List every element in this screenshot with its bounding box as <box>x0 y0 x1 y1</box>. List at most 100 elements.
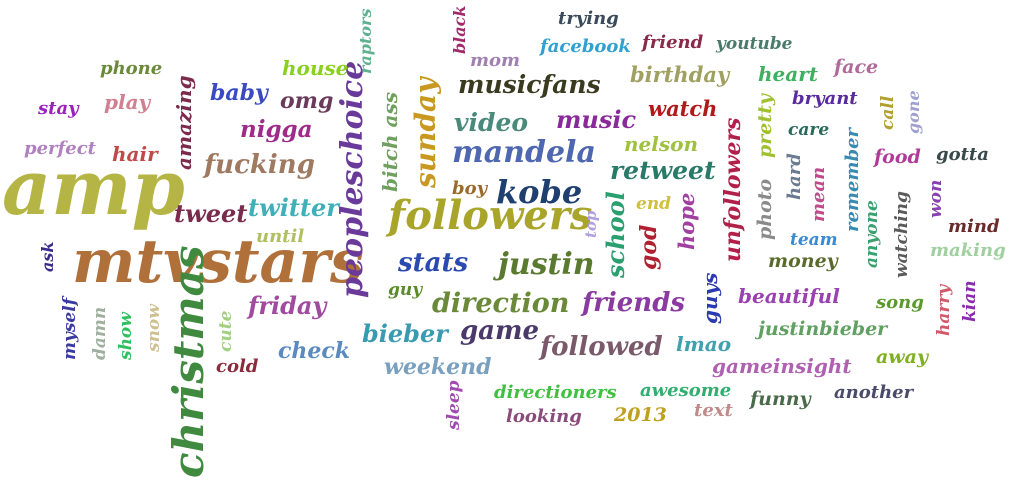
word-mandela: mandela <box>452 135 596 170</box>
word-music: music <box>556 105 637 134</box>
word-omg: omg <box>280 88 334 114</box>
word-hope: hope <box>674 192 699 250</box>
word-unfollowers: unfollowers <box>720 117 746 262</box>
word-until: until <box>256 226 305 247</box>
word-musicfans: musicfans <box>458 70 601 99</box>
word-bitch-ass: bitch ass <box>378 92 402 192</box>
word-birthday: birthday <box>630 62 730 87</box>
word-twitter: twitter <box>248 193 339 222</box>
word-sunday: sunday <box>409 77 442 188</box>
word-kobe: kobe <box>496 173 583 211</box>
word-kian: kian <box>960 280 980 322</box>
word-raptors: raptors <box>356 8 375 74</box>
word-tweet: tweet <box>174 199 248 228</box>
word-retweet: retweet <box>610 156 716 185</box>
word-facebook: facebook <box>540 36 631 57</box>
word-stay: stay <box>38 98 79 119</box>
word-cold: cold <box>216 356 259 377</box>
word-care: care <box>788 120 830 140</box>
word-snow: snow <box>144 304 164 352</box>
word-mtvstars: mtvstars <box>72 227 364 297</box>
word-myself: myself <box>60 297 80 360</box>
word-food: food <box>874 146 921 168</box>
word-mean: mean <box>808 166 829 222</box>
word-followed: followed <box>540 332 663 362</box>
word-followers: followers <box>388 192 593 239</box>
word-call: call <box>878 95 898 130</box>
word-bryant: bryant <box>792 88 858 109</box>
word-stats: stats <box>398 248 469 278</box>
word-pretty: pretty <box>754 94 776 158</box>
word-school: school <box>601 191 630 278</box>
word-boy: boy <box>452 178 488 199</box>
word-trying: trying <box>558 8 619 29</box>
word-amazing: amazing <box>172 75 196 170</box>
word-gameinsight: gameinsight <box>712 354 852 378</box>
word-end: end <box>636 194 672 214</box>
word-check: check <box>278 338 351 364</box>
word-2013: 2013 <box>614 404 667 426</box>
word-friends: friends <box>582 288 686 318</box>
word-weekend: weekend <box>384 354 492 380</box>
word-won: won <box>926 179 946 218</box>
word-video: video <box>454 108 529 137</box>
word-nigga: nigga <box>240 116 313 143</box>
word-gotta: gotta <box>936 144 989 165</box>
word-amp: amp <box>2 143 185 232</box>
word-phone: phone <box>100 58 163 79</box>
word-money: money <box>768 250 838 272</box>
word-harry: harry <box>934 284 954 336</box>
word-sleep: sleep <box>444 380 464 430</box>
word-team: team <box>790 230 838 250</box>
word-anyone: anyone <box>862 200 882 268</box>
word-play: play <box>104 90 151 114</box>
word-gone: gone <box>904 90 923 134</box>
word-justinbieber: justinbieber <box>758 318 888 340</box>
word-perfect: perfect <box>24 138 96 159</box>
word-house: house <box>282 56 349 80</box>
word-watching: watching <box>892 191 912 278</box>
word-peopleschoice: peopleschoice <box>335 60 370 298</box>
word-justin: justin <box>498 247 595 282</box>
word-remember: remember <box>842 127 863 232</box>
word-looking: looking <box>506 406 582 427</box>
word-black: black <box>450 5 469 54</box>
word-hard: hard <box>784 153 805 200</box>
word-god: god <box>636 224 662 270</box>
word-nelson: nelson <box>624 132 699 156</box>
word-making: making <box>930 240 1006 261</box>
word-mind: mind <box>948 216 1000 237</box>
word-cute: cute <box>216 310 236 352</box>
word-friend: friend <box>642 32 704 53</box>
word-friday: friday <box>248 291 327 320</box>
word-watch: watch <box>648 96 718 121</box>
word-directioners: directioners <box>494 382 617 403</box>
word-fucking: fucking <box>204 150 315 180</box>
word-direction: direction <box>432 288 570 319</box>
word-heart: heart <box>758 62 818 86</box>
word-game: game <box>460 316 540 346</box>
word-away: away <box>876 346 929 368</box>
word-another: another <box>834 382 914 403</box>
word-photo: photo <box>754 178 776 240</box>
word-damn: damn <box>90 306 110 360</box>
word-show: show <box>116 312 136 360</box>
word-bieber: bieber <box>362 319 448 348</box>
word-ask: ask <box>38 241 57 272</box>
word-baby: baby <box>210 80 268 106</box>
word-guys: guys <box>698 272 722 324</box>
word-funny: funny <box>750 388 811 410</box>
word-christmas: christmas <box>164 245 213 478</box>
word-guy: guy <box>388 280 423 300</box>
word-awesome: awesome <box>640 380 732 401</box>
word-song: song <box>876 292 924 313</box>
word-face: face <box>834 56 879 78</box>
word-beautiful: beautiful <box>738 284 840 308</box>
word-text: text <box>694 400 733 421</box>
word-lmao: lmao <box>676 332 732 356</box>
word-youtube: youtube <box>716 34 793 54</box>
word-mom: mom <box>470 50 521 71</box>
word-top: top <box>582 210 600 238</box>
word-hair: hair <box>112 142 158 166</box>
